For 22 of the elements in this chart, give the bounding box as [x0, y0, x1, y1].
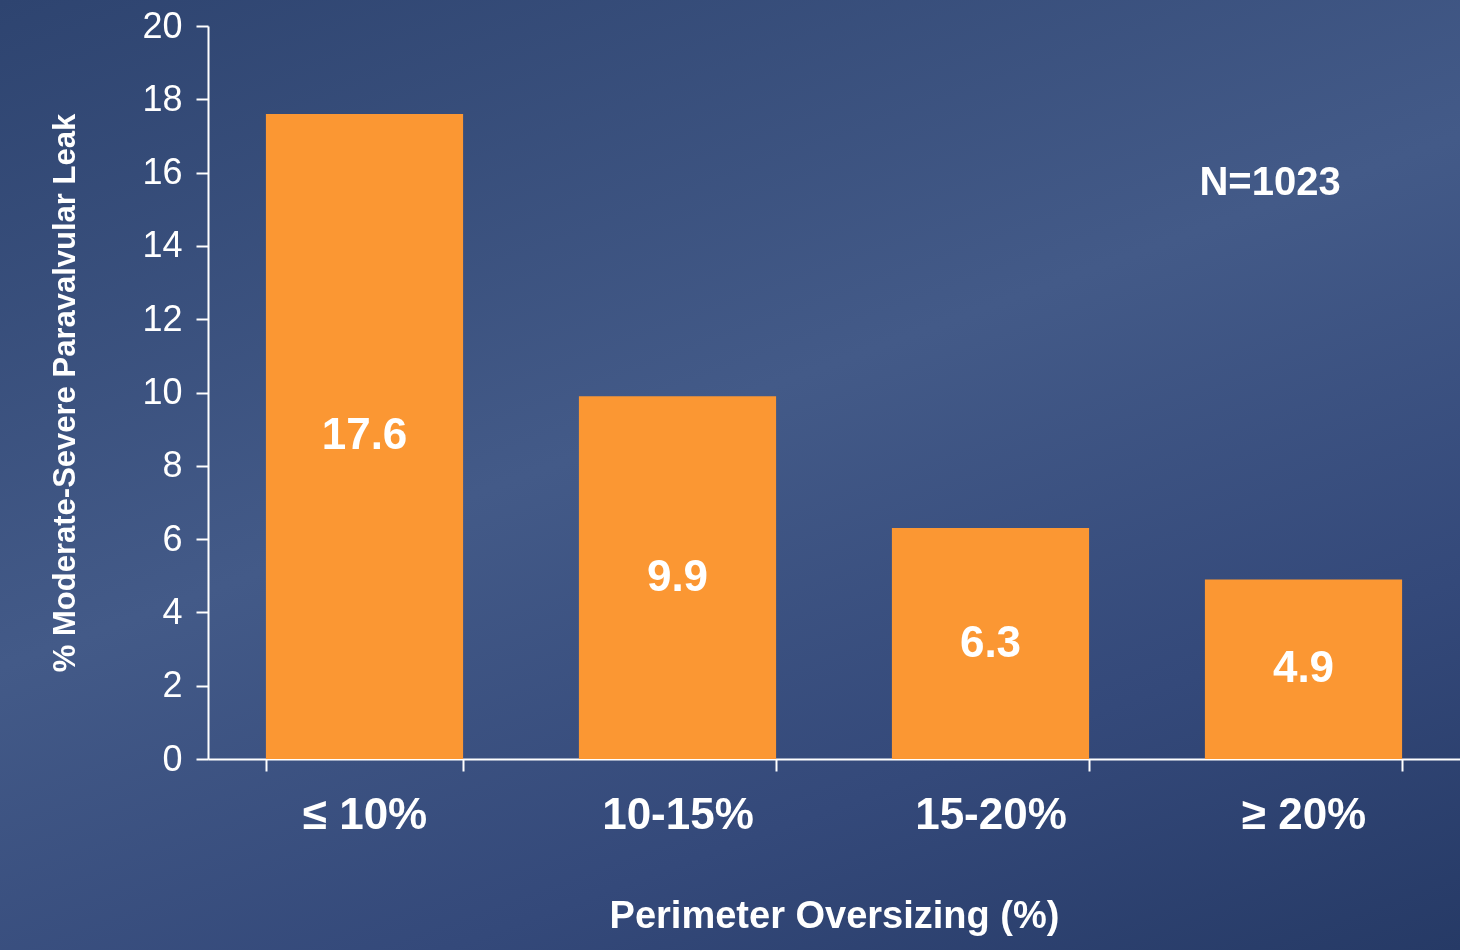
y-tick-label: 20 — [142, 4, 183, 46]
x-tick-label: ≥ 20% — [1241, 788, 1367, 838]
y-tick-label: 18 — [142, 77, 183, 119]
y-tick-label: 8 — [162, 444, 183, 486]
data-label: 17.6 — [321, 409, 408, 459]
y-tick-label: 4 — [162, 590, 183, 632]
x-tick-label: 10-15% — [602, 788, 754, 838]
x-tick-label: 15-20% — [915, 788, 1067, 838]
x-tick-label: ≤ 10% — [302, 788, 428, 838]
y-tick-label: 2 — [162, 664, 183, 706]
x-axis-title: Perimeter Oversizing (%) — [609, 893, 1060, 936]
y-tick-label: 0 — [162, 737, 183, 779]
data-label: 9.9 — [646, 550, 709, 600]
y-tick-label: 14 — [142, 224, 183, 266]
annotation: N=1023 — [1199, 159, 1341, 203]
data-label: 6.3 — [959, 616, 1022, 666]
y-axis-title: % Moderate-Severe Paravalvular Leak — [47, 113, 83, 673]
y-tick-label: 6 — [162, 517, 183, 559]
data-label: 4.9 — [1272, 642, 1335, 692]
y-tick-label: 10 — [142, 371, 183, 412]
y-tick-label: 12 — [142, 297, 183, 339]
y-tick-label: 16 — [142, 151, 183, 193]
